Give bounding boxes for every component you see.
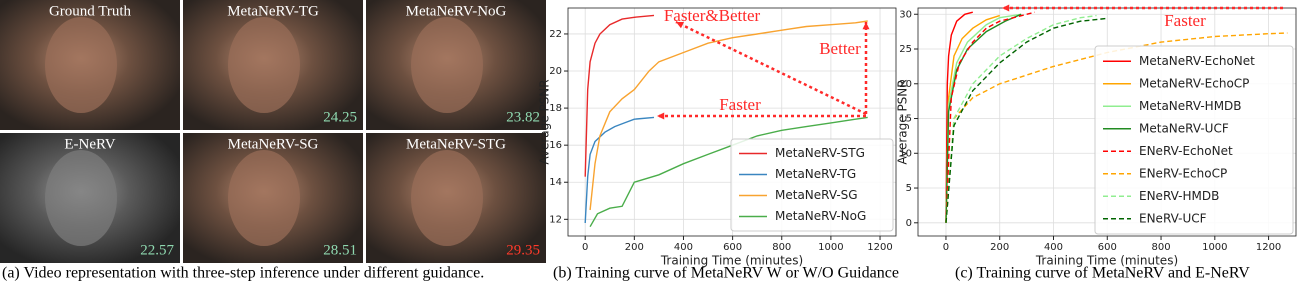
arrow-head xyxy=(657,112,665,120)
x-tick-label: 400 xyxy=(674,242,693,253)
y-tick-label: 12 xyxy=(549,214,562,225)
face-shape xyxy=(228,17,300,113)
data-line xyxy=(589,20,868,211)
face-shape xyxy=(411,150,483,246)
x-tick-label: 1000 xyxy=(1202,242,1227,253)
y-tick-label: 25 xyxy=(899,44,912,55)
data-line xyxy=(945,11,1035,223)
x-tick-label: 400 xyxy=(1044,242,1063,253)
y-tick-label: 22 xyxy=(549,29,562,40)
legend-label: MetaNeRV-EchoNet xyxy=(1139,54,1255,68)
caption: (a) Video representation with three-step… xyxy=(2,265,484,282)
tile-label: MetaNeRV-NoG xyxy=(406,3,507,19)
legend-label: MetaNeRV-UCF xyxy=(1139,121,1229,135)
tile-label: MetaNeRV-STG xyxy=(406,136,506,152)
x-tick-label: 1000 xyxy=(818,242,843,253)
caption: (b) Training curve of MetaNeRV W or W/O … xyxy=(553,265,899,282)
x-tick-label: 1200 xyxy=(1256,242,1281,253)
tile-label: MetaNeRV-TG xyxy=(227,3,319,19)
face-shape xyxy=(411,17,483,113)
data-line xyxy=(945,14,1097,223)
data-line xyxy=(945,13,1022,223)
face-shape xyxy=(228,150,300,246)
x-tick-label: 800 xyxy=(1151,242,1170,253)
y-tick-label: 18 xyxy=(549,103,562,114)
data-line xyxy=(945,14,1000,223)
x-tick-label: 200 xyxy=(990,242,1009,253)
x-tick-label: 0 xyxy=(943,242,949,253)
x-axis-label: Training Time (minutes) xyxy=(660,254,803,268)
legend-label: ENeRV-EchoNet xyxy=(1139,144,1233,158)
x-tick-label: 200 xyxy=(625,242,644,253)
tile-label: MetaNeRV-SG xyxy=(228,136,319,152)
x-tick-label: 800 xyxy=(772,242,791,253)
x-tick-label: 600 xyxy=(723,242,742,253)
annotation: Faster xyxy=(1164,11,1206,30)
data-line xyxy=(945,13,1022,223)
data-line xyxy=(945,17,1108,223)
tile-label: Ground Truth xyxy=(49,3,132,19)
annotation: Faster&Better xyxy=(664,6,761,25)
psnr-value: 29.35 xyxy=(506,242,540,258)
y-tick-label: 14 xyxy=(549,177,562,188)
psnr-value: 28.51 xyxy=(323,242,357,258)
arrow-head xyxy=(862,22,870,30)
plot-frame xyxy=(567,7,897,237)
face-shape xyxy=(45,17,117,113)
y-tick-label: 20 xyxy=(899,79,912,90)
legend-label: ENeRV-UCF xyxy=(1139,211,1207,225)
data-line xyxy=(589,116,868,228)
data-line xyxy=(945,32,1288,223)
arrow-line xyxy=(675,20,867,116)
arrow-head xyxy=(1002,4,1010,12)
legend-label: ENeRV-HMDB xyxy=(1139,189,1219,203)
data-line xyxy=(584,14,655,177)
psnr-value: 24.25 xyxy=(323,109,357,125)
legend-box xyxy=(730,138,894,232)
x-tick-label: 1200 xyxy=(867,242,892,253)
y-tick-label: 5 xyxy=(906,183,912,194)
annotation: Faster xyxy=(719,95,761,114)
psnr-value: 23.82 xyxy=(506,109,540,125)
legend-label: MetaNeRV-SG xyxy=(775,188,858,202)
y-axis-label: Average PSNR xyxy=(896,79,910,164)
legend-label: MetaNeRV-NoG xyxy=(775,209,866,223)
tile-label: E-NeRV xyxy=(64,136,115,152)
legend-label: MetaNeRV-STG xyxy=(775,146,865,160)
y-tick-label: 15 xyxy=(899,114,912,125)
x-axis-label: Training Time (minutes) xyxy=(1035,254,1178,268)
annotation: Better xyxy=(819,39,861,58)
y-axis-label: Average PSNR xyxy=(538,79,552,164)
y-tick-label: 20 xyxy=(549,66,562,77)
caption: (c) Training curve of MetaNeRV and E-NeR… xyxy=(955,265,1250,282)
data-line xyxy=(584,116,655,224)
y-tick-label: 0 xyxy=(906,218,912,229)
legend-label: MetaNeRV-TG xyxy=(775,167,856,181)
x-tick-label: 0 xyxy=(582,242,588,253)
data-line xyxy=(945,11,973,223)
legend-box xyxy=(1094,45,1294,235)
y-tick-label: 10 xyxy=(899,148,912,159)
legend-label: MetaNeRV-HMDB xyxy=(1139,99,1242,113)
arrow-head xyxy=(676,22,684,29)
legend-label: MetaNeRV-EchoCP xyxy=(1139,76,1249,90)
y-tick-label: 30 xyxy=(899,9,912,20)
psnr-value: 22.57 xyxy=(140,242,174,258)
legend-label: ENeRV-EchoCP xyxy=(1139,166,1227,180)
x-tick-label: 600 xyxy=(1098,242,1117,253)
y-tick-label: 16 xyxy=(549,140,562,151)
face-shape xyxy=(45,150,117,246)
